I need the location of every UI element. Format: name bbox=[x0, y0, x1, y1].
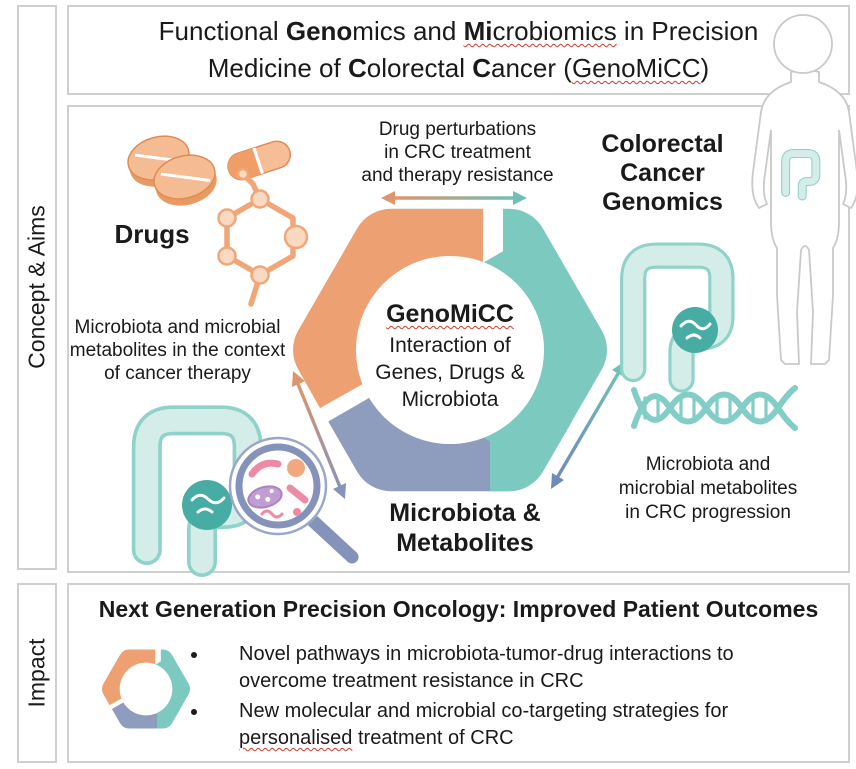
colon-tumor-icon bbox=[147, 420, 248, 562]
impact-bullet-list: Novel pathways in microbiota-tumor-drug … bbox=[195, 641, 795, 755]
impact-bullet: New molecular and microbial co-targeting… bbox=[209, 698, 795, 752]
annotation-drug-perturbations: Drug perturbations in CRC treatment and … bbox=[361, 119, 554, 186]
concept-sidebar-label: Concept & Aims bbox=[23, 205, 50, 369]
arrow-drugs-microbiota bbox=[292, 371, 346, 499]
annotation-microbiota-therapy: Microbiota and microbial metabolites in … bbox=[69, 317, 286, 384]
title-box bbox=[67, 5, 850, 95]
hexagon-cycle-small-icon bbox=[113, 660, 179, 717]
impact-sidebar-label: Impact bbox=[23, 638, 50, 708]
human-body-icon bbox=[751, 14, 856, 365]
concept-sidebar-box bbox=[17, 5, 57, 570]
capsule-icon bbox=[227, 140, 291, 181]
arrow-drugs-genomics bbox=[381, 191, 527, 205]
microbiota-metabolites-label: Microbiota & Metabolites bbox=[389, 499, 541, 557]
drugs-label: Drugs bbox=[114, 219, 190, 249]
impact-heading: Next Generation Precision Oncology: Impr… bbox=[98, 596, 819, 622]
colon-tumor-icon-right bbox=[633, 256, 721, 380]
hex-center-title: GenoMiCC bbox=[386, 300, 514, 328]
hex-center-subtitle: Interaction of Genes, Drugs & Microbiota bbox=[375, 334, 525, 411]
page-title: Functional Genomics and Microbiomics in … bbox=[67, 5, 850, 95]
annotation-microbiota-progression: Microbiota and microbial metabolites in … bbox=[618, 454, 798, 523]
impact-bullet: Novel pathways in microbiota-tumor-drug … bbox=[209, 641, 795, 695]
pills-icon bbox=[127, 135, 217, 206]
impact-sidebar-box bbox=[17, 583, 57, 763]
magnifier-microbes-icon bbox=[228, 436, 359, 564]
colorectal-cancer-genomics-label: Colorectal Cancer Genomics bbox=[601, 130, 724, 216]
dna-helix-icon bbox=[631, 385, 798, 431]
molecule-icon bbox=[217, 167, 309, 307]
impact-main-box bbox=[67, 583, 850, 763]
page-title-text: Functional Genomics and Microbiomics in … bbox=[158, 16, 759, 83]
